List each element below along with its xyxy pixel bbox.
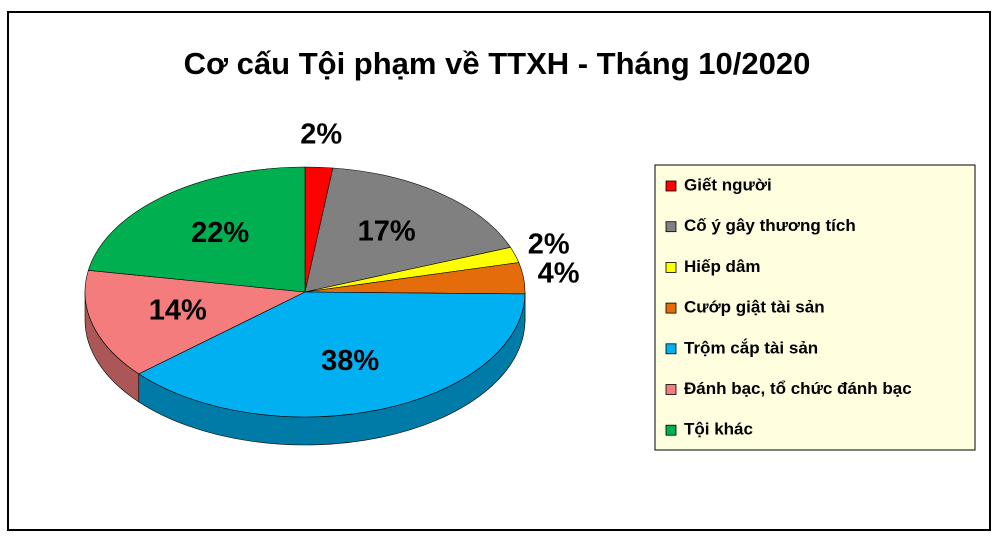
legend-label: Hiếp dâm — [684, 257, 761, 276]
legend-swatch — [666, 262, 676, 272]
legend-swatch — [666, 385, 676, 395]
data-label: 14% — [149, 295, 207, 327]
legend-label: Tội khác — [684, 420, 753, 439]
data-label: 38% — [321, 345, 379, 377]
legend-label: Cố ý gây thương tích — [684, 216, 856, 235]
legend-swatch — [666, 222, 676, 232]
legend-swatch — [666, 425, 676, 435]
legend-swatch — [666, 344, 676, 354]
legend-label: Giết người — [684, 175, 772, 194]
data-label: 2% — [300, 119, 342, 151]
legend-label: Đánh bạc, tổ chức đánh bạc — [684, 379, 912, 398]
data-label: 2% — [528, 228, 570, 260]
data-label: 17% — [358, 216, 416, 248]
legend-label: Cướp giật tài sản — [684, 298, 825, 317]
data-label: 22% — [191, 217, 249, 249]
legend-swatch — [666, 303, 676, 313]
data-label: 4% — [538, 257, 580, 289]
legend-label: Trộm cắp tài sản — [684, 338, 818, 357]
chart-title: Cơ cấu Tội phạm về TTXH - Tháng 10/2020 — [184, 46, 811, 81]
legend-swatch — [666, 181, 676, 191]
